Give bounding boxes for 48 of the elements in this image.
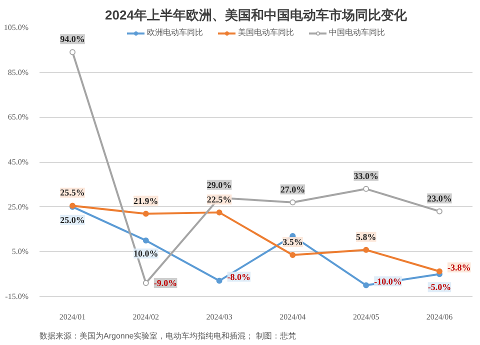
data-label: -9.0% bbox=[154, 278, 178, 288]
x-tick-label: 2024/05 bbox=[352, 312, 380, 322]
x-tick-label: 2024/01 bbox=[59, 312, 86, 322]
data-label: 5.8% bbox=[356, 232, 376, 242]
legend-label: 中国电动车同比 bbox=[329, 27, 385, 38]
legend-label: 美国电动车同比 bbox=[238, 27, 294, 38]
data-label: -10.0% bbox=[374, 276, 402, 286]
legend-label: 欧洲电动车同比 bbox=[147, 27, 203, 38]
point bbox=[290, 252, 296, 258]
data-label: 10.0% bbox=[134, 248, 158, 258]
data-label: 25.0% bbox=[60, 214, 85, 225]
data-label: -5.0% bbox=[428, 282, 452, 292]
text: 数据来源：美国为Argonne实验室，电动车均指纯电和插混； 制图：悲梵 bbox=[40, 332, 296, 340]
point bbox=[436, 268, 442, 274]
x-tick-label: 2024/06 bbox=[426, 312, 453, 322]
y-tick-label: 5.0% bbox=[12, 247, 29, 256]
point bbox=[216, 209, 222, 216]
chart-title: 2024年上半年欧洲、美国和中国电动车市场同比变化 bbox=[105, 8, 408, 22]
y-tick-label: 45.0% bbox=[8, 158, 29, 166]
y-tick-label: -15.0% bbox=[5, 292, 29, 301]
point bbox=[363, 186, 370, 192]
point bbox=[363, 282, 370, 288]
point bbox=[142, 210, 149, 217]
point bbox=[216, 278, 222, 284]
data-label: 27.0% bbox=[280, 184, 306, 194]
data-label: 29.0% bbox=[206, 180, 232, 190]
y-tick-label: 105.0% bbox=[4, 23, 29, 32]
data-label: 22.5% bbox=[206, 194, 232, 204]
point bbox=[70, 49, 76, 56]
y-tick-label: 85.0% bbox=[8, 68, 29, 77]
data-label: 3.5% bbox=[282, 237, 303, 248]
data-label: 33.0% bbox=[354, 170, 378, 181]
point bbox=[436, 208, 442, 214]
data-label: 94.0% bbox=[60, 34, 85, 44]
data-label: 23.0% bbox=[427, 193, 452, 204]
data-label: 25.5% bbox=[60, 188, 85, 198]
y-tick-label: 25.0% bbox=[8, 202, 29, 212]
data-label: -3.8% bbox=[447, 262, 471, 272]
x-tick-label: 2024/04 bbox=[280, 312, 306, 322]
point bbox=[363, 246, 370, 253]
point bbox=[290, 199, 296, 206]
data-label: 21.9% bbox=[134, 196, 158, 206]
data-label: -8.0% bbox=[227, 272, 251, 282]
point bbox=[142, 237, 149, 244]
x-tick-label: 2024/02 bbox=[132, 312, 160, 322]
y-tick-label: 65.0% bbox=[8, 112, 29, 122]
x-tick-label: 2024/03 bbox=[206, 312, 232, 322]
point bbox=[142, 280, 149, 286]
